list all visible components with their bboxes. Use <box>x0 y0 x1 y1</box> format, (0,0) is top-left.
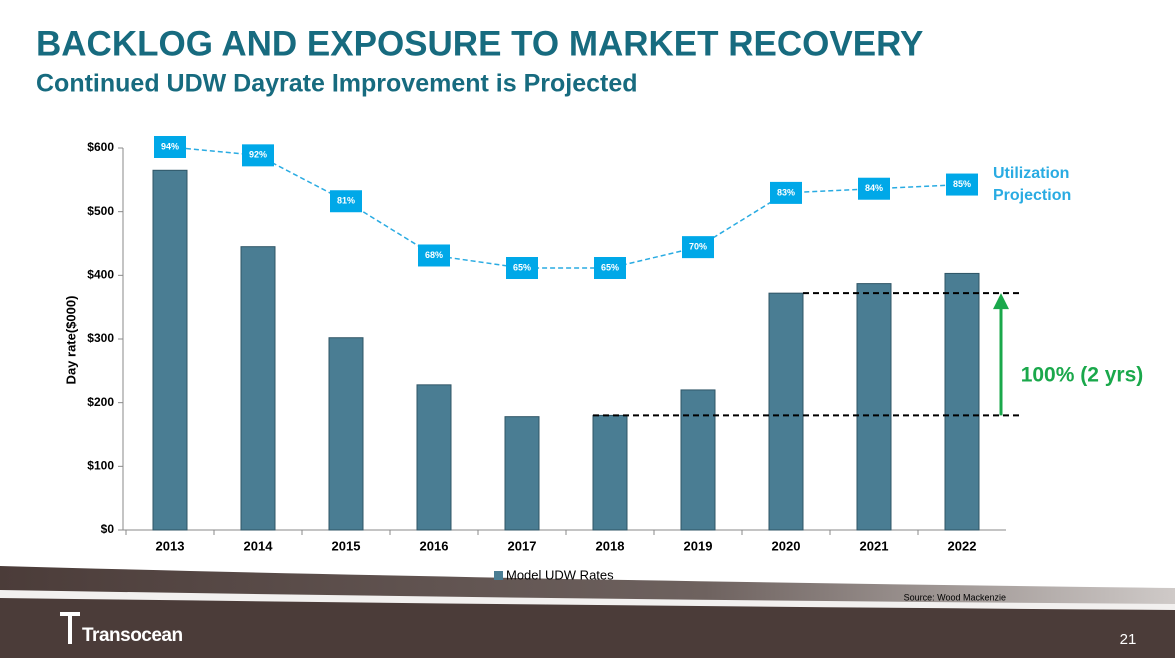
utilization-marker <box>242 144 274 167</box>
y-tick-label: $500 <box>87 204 114 218</box>
data-label: 84% <box>865 183 883 193</box>
bar <box>504 416 540 531</box>
x-tick-label: 2014 <box>244 538 274 553</box>
utilization-marker <box>330 190 362 213</box>
x-tick-label: 2015 <box>332 538 361 553</box>
y-tick-label: $400 <box>87 268 114 282</box>
data-label: 92% <box>249 150 267 160</box>
logo-icon <box>60 612 80 644</box>
utilization-marker <box>682 236 714 259</box>
data-label: 83% <box>777 187 795 197</box>
bar <box>240 246 276 531</box>
logo: Transocean <box>82 625 183 646</box>
series-label: Utilization Projection <box>993 165 1071 204</box>
data-label: 70% <box>689 242 707 252</box>
bar <box>416 384 452 531</box>
utilization-marker <box>770 181 802 204</box>
arrow-head <box>993 293 1009 310</box>
bar <box>592 414 628 531</box>
y-tick-label: $200 <box>87 395 114 409</box>
data-label: 65% <box>601 262 619 272</box>
x-tick-label: 2013 <box>156 538 185 553</box>
subtitle: Continued UDW Dayrate Improvement is Pro… <box>36 70 638 98</box>
legend-swatch <box>494 571 503 580</box>
legend-label: Model UDW Rates <box>506 567 614 582</box>
data-label: 81% <box>337 196 355 206</box>
y-tick-label: $0 <box>101 522 115 536</box>
x-tick-label: 2020 <box>772 538 801 553</box>
bar <box>152 169 188 531</box>
title: BACKLOG AND EXPOSURE TO MARKET RECOVERY <box>36 24 923 63</box>
data-label: 85% <box>953 179 971 189</box>
utilization-line <box>169 146 963 269</box>
bar <box>328 337 364 531</box>
data-label: 68% <box>425 250 443 260</box>
y-axis-label: Day rate($000) <box>63 296 78 385</box>
y-tick-label: $100 <box>87 459 114 473</box>
bar <box>944 272 980 531</box>
page-number: 21 <box>1120 631 1137 648</box>
utilization-marker <box>946 173 978 196</box>
y-tick-label: $600 <box>87 140 114 154</box>
utilization-marker <box>594 257 626 279</box>
bar <box>856 283 892 531</box>
source: Source: Wood Mackenzie <box>904 592 1006 602</box>
utilization-marker <box>506 257 538 279</box>
utilization-marker <box>858 177 890 200</box>
annotation: 100% (2 yrs) <box>1021 364 1144 387</box>
footer-band <box>0 598 1175 658</box>
utilization-marker <box>418 244 450 267</box>
y-tick-label: $300 <box>87 331 114 345</box>
data-label: 65% <box>513 262 531 272</box>
x-tick-label: 2021 <box>860 538 889 553</box>
x-tick-label: 2019 <box>684 538 713 553</box>
bar <box>680 389 716 531</box>
x-tick-label: 2016 <box>420 538 449 553</box>
bar <box>768 292 804 531</box>
x-tick-label: 2017 <box>508 538 537 553</box>
x-tick-label: 2018 <box>596 538 625 553</box>
utilization-marker <box>154 136 186 158</box>
data-label: 94% <box>161 141 179 151</box>
x-tick-label: 2022 <box>948 538 977 553</box>
